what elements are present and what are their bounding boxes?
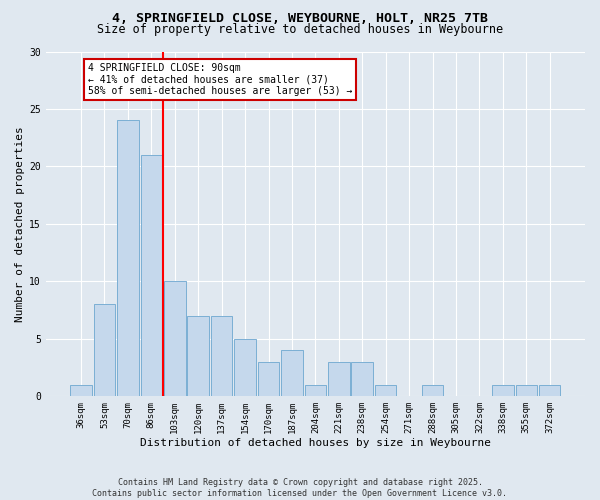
- Bar: [94, 304, 115, 396]
- Bar: [492, 384, 514, 396]
- Bar: [515, 384, 537, 396]
- Bar: [70, 384, 92, 396]
- Bar: [375, 384, 397, 396]
- Bar: [328, 362, 350, 396]
- Text: Size of property relative to detached houses in Weybourne: Size of property relative to detached ho…: [97, 22, 503, 36]
- Bar: [352, 362, 373, 396]
- Bar: [281, 350, 303, 396]
- Bar: [117, 120, 139, 396]
- Bar: [140, 155, 162, 396]
- Y-axis label: Number of detached properties: Number of detached properties: [15, 126, 25, 322]
- Bar: [258, 362, 280, 396]
- Bar: [187, 316, 209, 396]
- Bar: [164, 282, 185, 396]
- Bar: [211, 316, 232, 396]
- X-axis label: Distribution of detached houses by size in Weybourne: Distribution of detached houses by size …: [140, 438, 491, 448]
- Bar: [422, 384, 443, 396]
- Bar: [539, 384, 560, 396]
- Bar: [235, 339, 256, 396]
- Text: 4 SPRINGFIELD CLOSE: 90sqm
← 41% of detached houses are smaller (37)
58% of semi: 4 SPRINGFIELD CLOSE: 90sqm ← 41% of deta…: [88, 63, 352, 96]
- Text: 4, SPRINGFIELD CLOSE, WEYBOURNE, HOLT, NR25 7TB: 4, SPRINGFIELD CLOSE, WEYBOURNE, HOLT, N…: [112, 12, 488, 26]
- Text: Contains HM Land Registry data © Crown copyright and database right 2025.
Contai: Contains HM Land Registry data © Crown c…: [92, 478, 508, 498]
- Bar: [305, 384, 326, 396]
